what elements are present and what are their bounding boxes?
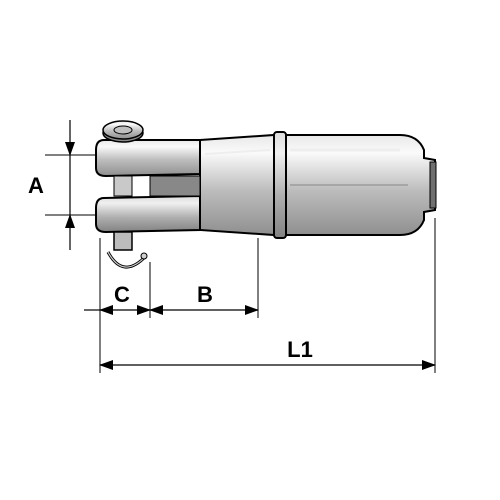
label-L1: L1 bbox=[287, 337, 313, 362]
label-C: C bbox=[114, 282, 130, 307]
label-B: B bbox=[197, 282, 213, 307]
fork-upper-jaw bbox=[96, 140, 200, 176]
pin-bottom bbox=[108, 232, 147, 267]
fork-terminal-drawing bbox=[96, 121, 436, 267]
collar-ring bbox=[274, 132, 286, 238]
dimension-C-B: C B bbox=[84, 238, 258, 318]
pin-head bbox=[103, 121, 143, 142]
fork-lower-jaw bbox=[96, 196, 200, 232]
bore-end bbox=[430, 162, 436, 208]
dimension-A: A bbox=[28, 120, 96, 250]
fork-gap bbox=[150, 176, 200, 196]
pin-shaft bbox=[114, 176, 132, 196]
label-A: A bbox=[28, 173, 44, 198]
